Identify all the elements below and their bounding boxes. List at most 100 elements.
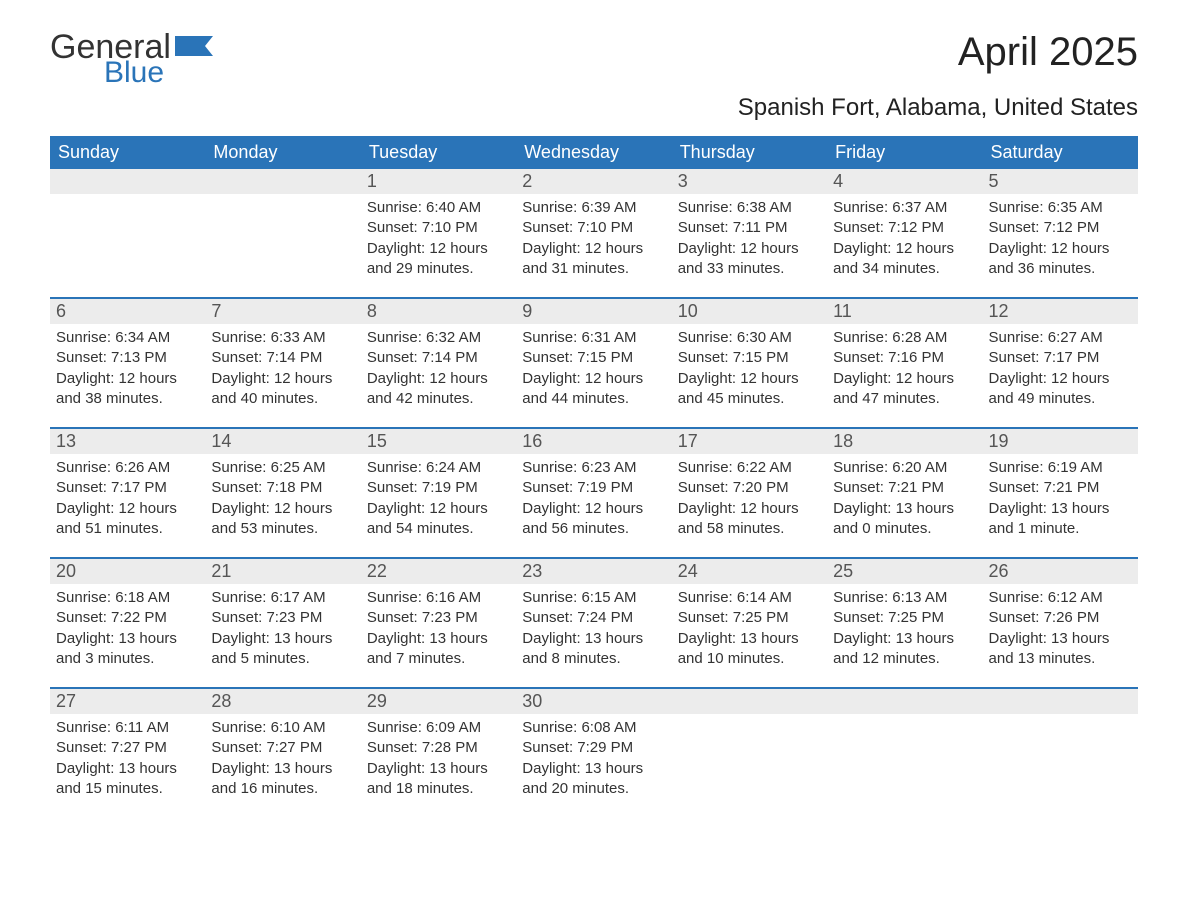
day-number: 7	[205, 299, 360, 324]
daylight-line: Daylight: 12 hours and 33 minutes.	[678, 239, 821, 280]
sunset-line: Sunset: 7:12 PM	[833, 218, 976, 238]
sunrise-line: Sunrise: 6:14 AM	[678, 588, 821, 608]
sunrise-line: Sunrise: 6:25 AM	[211, 458, 354, 478]
day-number	[827, 689, 982, 714]
weekday-header: Monday	[205, 136, 360, 169]
sunset-line: Sunset: 7:10 PM	[522, 218, 665, 238]
calendar-day-cell: 15Sunrise: 6:24 AMSunset: 7:19 PMDayligh…	[361, 428, 516, 558]
sunset-line: Sunset: 7:21 PM	[989, 478, 1132, 498]
daylight-line: Daylight: 12 hours and 42 minutes.	[367, 369, 510, 410]
calendar-day-cell: 10 Sunrise: 6:30 AMSunset: 7:15 PMDayligh…	[672, 298, 827, 428]
sunset-line: Sunset: 7:14 PM	[367, 348, 510, 368]
daylight-line: Daylight: 13 hours and 7 minutes.	[367, 629, 510, 670]
sunset-line: Sunset: 7:19 PM	[522, 478, 665, 498]
day-number: 17	[672, 429, 827, 454]
page-title: April 2025	[958, 30, 1138, 75]
sunrise-line: Sunrise: 6:19 AM	[989, 458, 1132, 478]
sunrise-line: Sunrise: 6:24 AM	[367, 458, 510, 478]
calendar-day-cell: 6Sunrise: 6:34 AMSunset: 7:13 PMDaylight…	[50, 298, 205, 428]
calendar-day-cell: 27Sunrise: 6:11 AMSunset: 7:27 PMDayligh…	[50, 688, 205, 817]
day-number: 18	[827, 429, 982, 454]
sunset-line: Sunset: 7:17 PM	[989, 348, 1132, 368]
sunrise-line: Sunrise: 6:13 AM	[833, 588, 976, 608]
sunset-line: Sunset: 7:12 PM	[989, 218, 1132, 238]
daylight-line: Daylight: 13 hours and 12 minutes.	[833, 629, 976, 670]
header: General Blue April 2025	[50, 30, 1138, 88]
day-number: 4	[827, 169, 982, 194]
daylight-line: Daylight: 12 hours and 54 minutes.	[367, 499, 510, 540]
daylight-line: Daylight: 13 hours and 13 minutes.	[989, 629, 1132, 670]
day-number: 30	[516, 689, 671, 714]
sunset-line: Sunset: 7:25 PM	[678, 608, 821, 628]
calendar-day-cell: 26Sunrise: 6:12 AMSunset: 7:26 PMDayligh…	[983, 558, 1138, 688]
sunrise-line: Sunrise: 6:38 AM	[678, 198, 821, 218]
sunset-line: Sunset: 7:19 PM	[367, 478, 510, 498]
day-number: 11	[827, 299, 982, 324]
calendar-week-row: 6Sunrise: 6:34 AMSunset: 7:13 PMDaylight…	[50, 298, 1138, 428]
calendar-day-cell: 5Sunrise: 6:35 AMSunset: 7:12 PMDaylight…	[983, 169, 1138, 298]
sunrise-line: Sunrise: 6:26 AM	[56, 458, 199, 478]
sunrise-line: Sunrise: 6:39 AM	[522, 198, 665, 218]
sunset-line: Sunset: 7:23 PM	[367, 608, 510, 628]
day-number: 3	[672, 169, 827, 194]
calendar-week-row: 27Sunrise: 6:11 AMSunset: 7:27 PMDayligh…	[50, 688, 1138, 817]
day-number: 13	[50, 429, 205, 454]
daylight-line: Daylight: 12 hours and 53 minutes.	[211, 499, 354, 540]
sunrise-line: Sunrise: 6:17 AM	[211, 588, 354, 608]
calendar-day-cell: 23Sunrise: 6:15 AMSunset: 7:24 PMDayligh…	[516, 558, 671, 688]
day-number	[672, 689, 827, 714]
calendar-day-cell: 14Sunrise: 6:25 AMSunset: 7:18 PMDayligh…	[205, 428, 360, 558]
sunrise-line: Sunrise: 6:31 AM	[522, 328, 665, 348]
daylight-line: Daylight: 12 hours and 40 minutes.	[211, 369, 354, 410]
calendar-day-cell: 16Sunrise: 6:23 AMSunset: 7:19 PMDayligh…	[516, 428, 671, 558]
daylight-line: Daylight: 13 hours and 16 minutes.	[211, 759, 354, 800]
daylight-line: Daylight: 13 hours and 18 minutes.	[367, 759, 510, 800]
daylight-line: Daylight: 12 hours and 31 minutes.	[522, 239, 665, 280]
sunrise-line: Sunrise: 6:28 AM	[833, 328, 976, 348]
day-number: 8	[361, 299, 516, 324]
sunrise-line: Sunrise: 6:15 AM	[522, 588, 665, 608]
day-number: 12	[983, 299, 1138, 324]
day-number: 1	[361, 169, 516, 194]
sunset-line: Sunset: 7:25 PM	[833, 608, 976, 628]
sunset-line: Sunset: 7:15 PM	[522, 348, 665, 368]
daylight-line: Daylight: 12 hours and 49 minutes.	[989, 369, 1132, 410]
day-number: 16	[516, 429, 671, 454]
calendar-day-cell: 18Sunrise: 6:20 AMSunset: 7:21 PMDayligh…	[827, 428, 982, 558]
sunrise-line: Sunrise: 6:09 AM	[367, 718, 510, 738]
calendar-day-cell: 22Sunrise: 6:16 AMSunset: 7:23 PMDayligh…	[361, 558, 516, 688]
weekday-header: Wednesday	[516, 136, 671, 169]
calendar-day-cell: 3Sunrise: 6:38 AMSunset: 7:11 PMDaylight…	[672, 169, 827, 298]
calendar-day-cell: 2Sunrise: 6:39 AMSunset: 7:10 PMDaylight…	[516, 169, 671, 298]
sunrise-line: Sunrise: 6:10 AM	[211, 718, 354, 738]
sunrise-line: Sunrise: 6:35 AM	[989, 198, 1132, 218]
day-number: 6	[50, 299, 205, 324]
sunrise-line: Sunrise: 6:30 AM	[678, 328, 821, 348]
calendar-empty-cell	[983, 688, 1138, 817]
day-number: 10	[672, 299, 827, 324]
weekday-header: Tuesday	[361, 136, 516, 169]
calendar-day-cell: 4Sunrise: 6:37 AMSunset: 7:12 PMDaylight…	[827, 169, 982, 298]
sunrise-line: Sunrise: 6:12 AM	[989, 588, 1132, 608]
sunset-line: Sunset: 7:27 PM	[56, 738, 199, 758]
calendar-day-cell: 11Sunrise: 6:28 AMSunset: 7:16 PMDayligh…	[827, 298, 982, 428]
calendar-day-cell: 30Sunrise: 6:08 AMSunset: 7:29 PMDayligh…	[516, 688, 671, 817]
daylight-line: Daylight: 12 hours and 45 minutes.	[678, 369, 821, 410]
sunset-line: Sunset: 7:17 PM	[56, 478, 199, 498]
daylight-line: Daylight: 13 hours and 5 minutes.	[211, 629, 354, 670]
sunrise-line: Sunrise: 6:37 AM	[833, 198, 976, 218]
sunrise-line: Sunrise: 6:16 AM	[367, 588, 510, 608]
sunrise-line: Sunrise: 6:11 AM	[56, 718, 199, 738]
daylight-line: Daylight: 13 hours and 20 minutes.	[522, 759, 665, 800]
calendar-week-row: 1Sunrise: 6:40 AMSunset: 7:10 PMDaylight…	[50, 169, 1138, 298]
daylight-line: Daylight: 13 hours and 1 minute.	[989, 499, 1132, 540]
calendar-day-cell: 7Sunrise: 6:33 AMSunset: 7:14 PMDaylight…	[205, 298, 360, 428]
sunrise-line: Sunrise: 6:32 AM	[367, 328, 510, 348]
daylight-line: Daylight: 12 hours and 38 minutes.	[56, 369, 199, 410]
day-number: 28	[205, 689, 360, 714]
day-number: 19	[983, 429, 1138, 454]
calendar-day-cell: 17Sunrise: 6:22 AMSunset: 7:20 PMDayligh…	[672, 428, 827, 558]
sunset-line: Sunset: 7:15 PM	[678, 348, 821, 368]
calendar-week-row: 20Sunrise: 6:18 AMSunset: 7:22 PMDayligh…	[50, 558, 1138, 688]
sunset-line: Sunset: 7:22 PM	[56, 608, 199, 628]
